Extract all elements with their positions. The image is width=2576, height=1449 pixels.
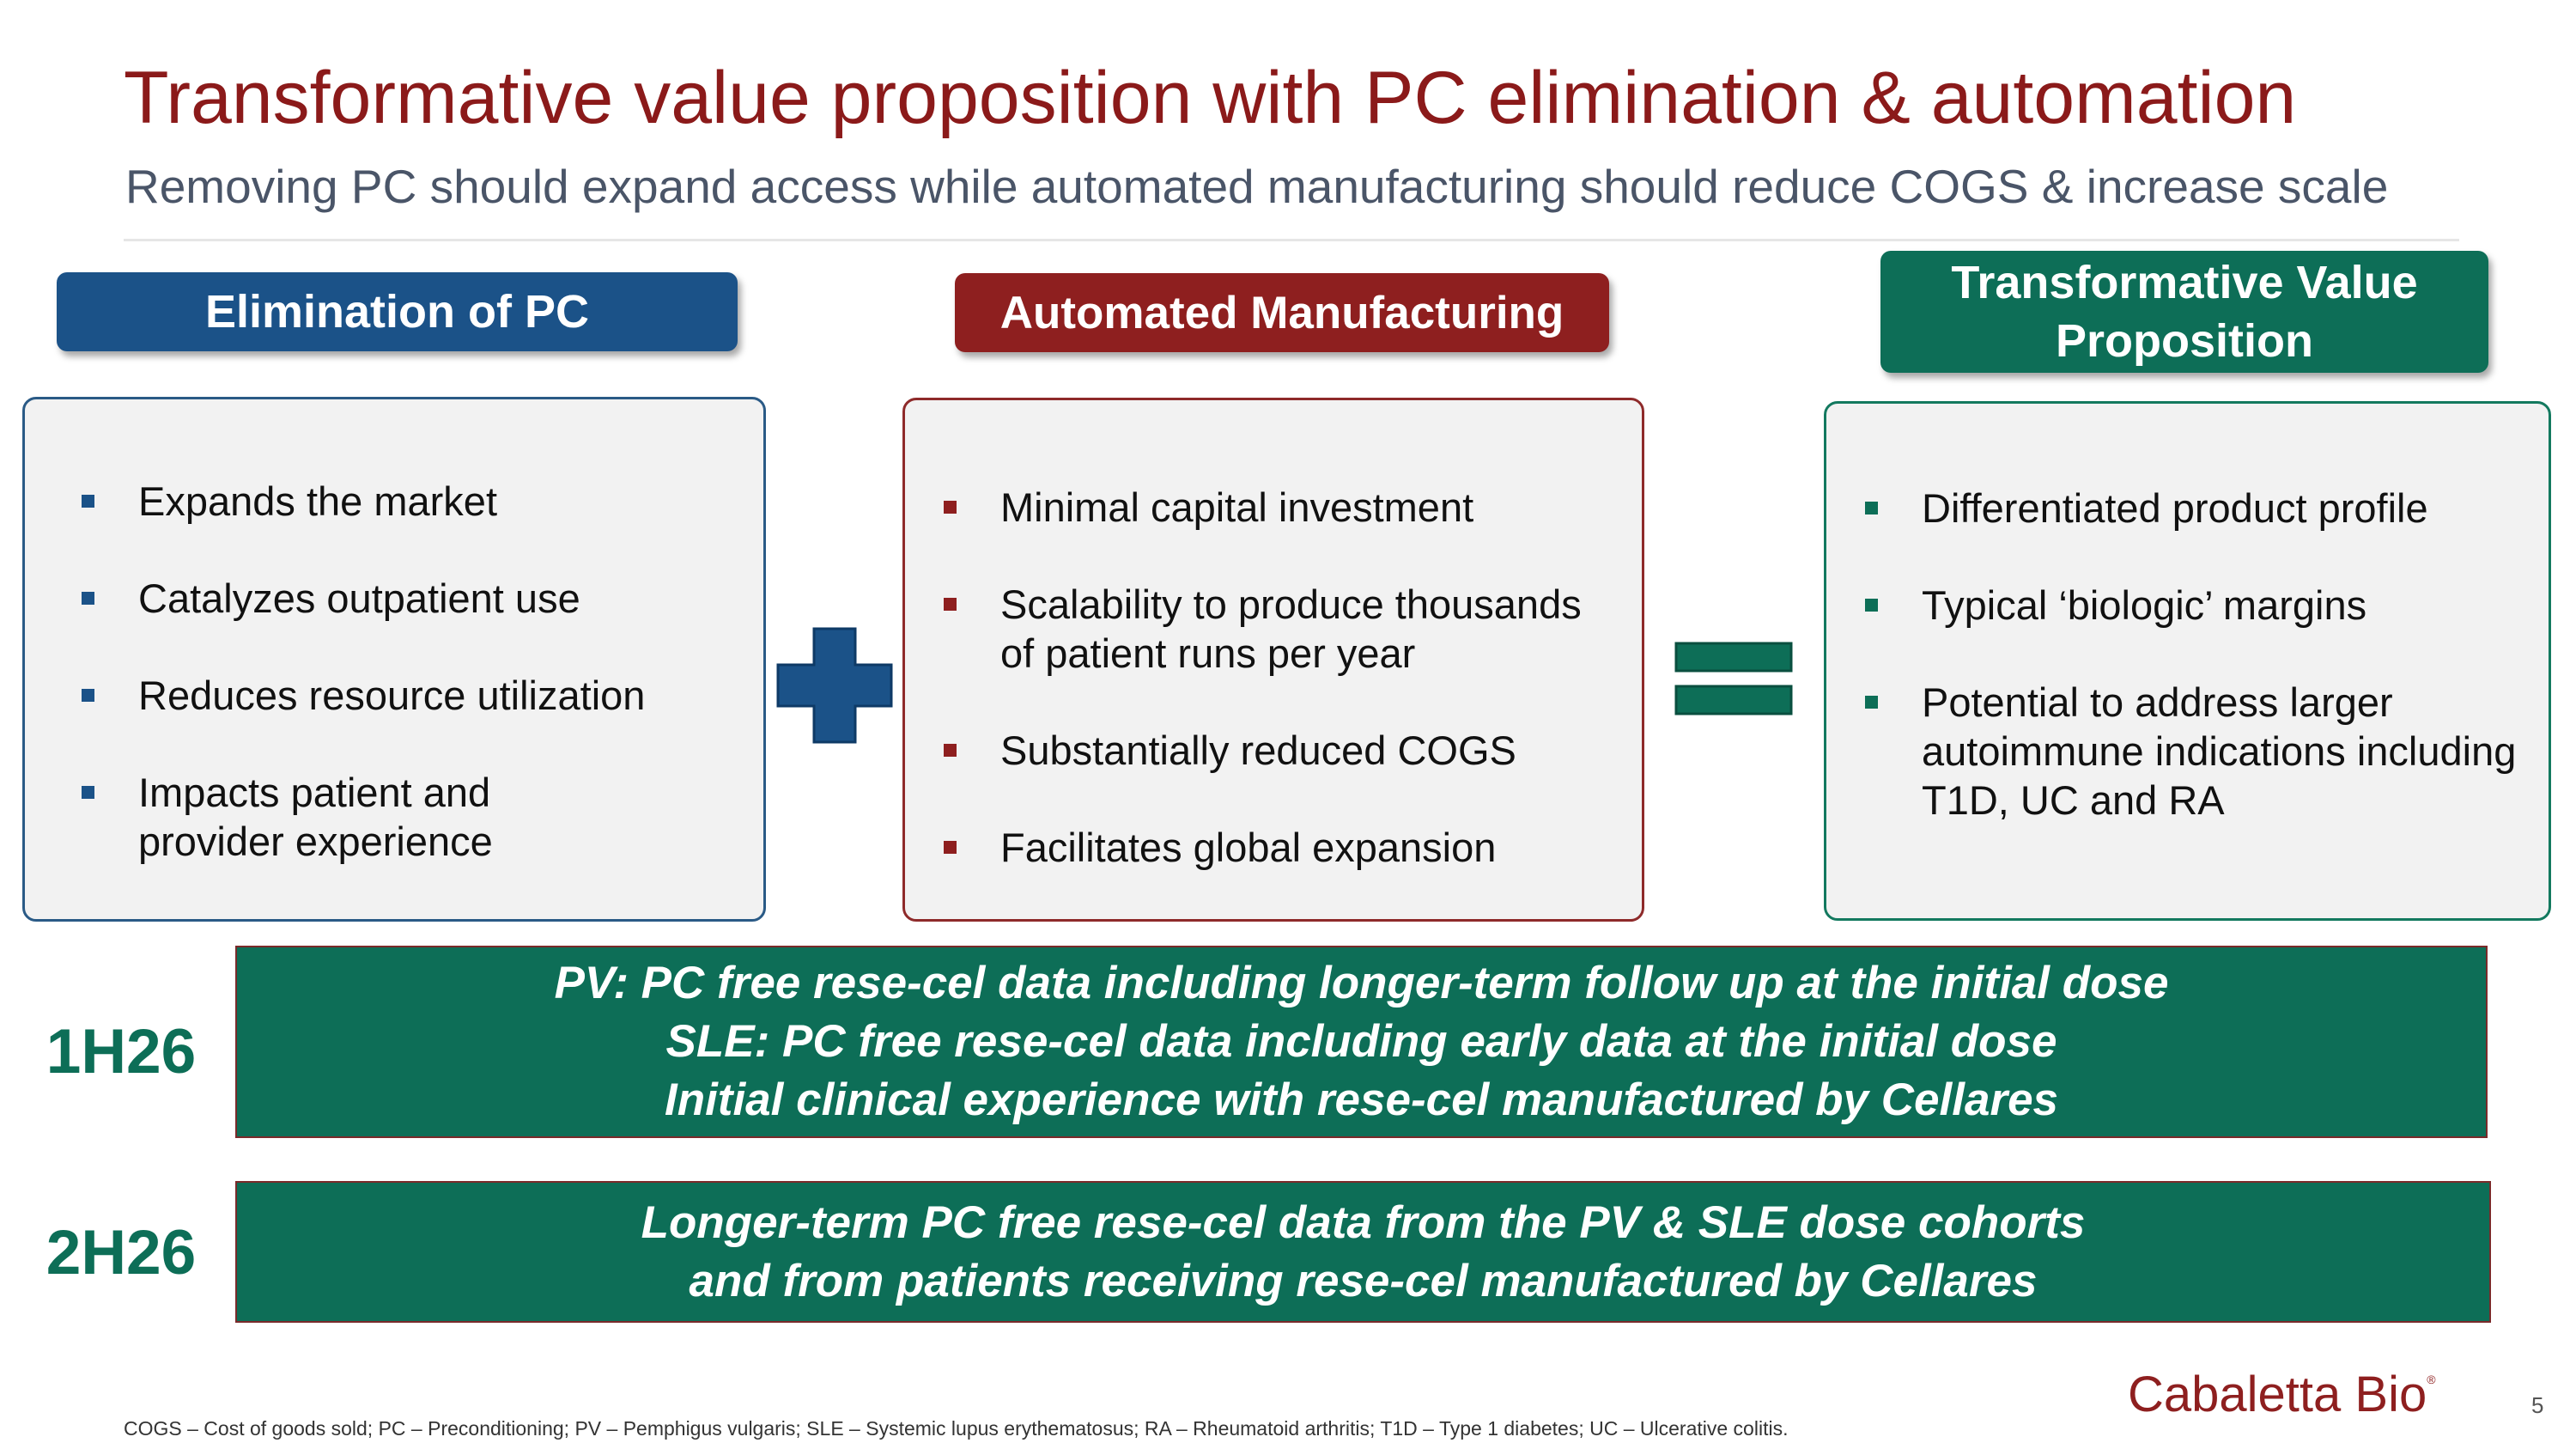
list-item: Potential to address larger autoimmune i… xyxy=(1826,678,2540,825)
list-item: Differentiated product profile xyxy=(1826,484,2552,533)
bullet-list: Expands the market Catalyzes outpatient … xyxy=(25,477,763,914)
banner-line: Initial clinical experience with rese-ce… xyxy=(664,1075,2059,1125)
timeline-banner-1h26: PV: PC free rese-cel data including long… xyxy=(235,946,2488,1138)
transformative-value-box: Differentiated product profile Typical ‘… xyxy=(1824,401,2551,921)
header-label: Elimination of PC xyxy=(204,286,589,338)
square-bullet-icon xyxy=(944,501,957,514)
list-item: Reduces resource utilization xyxy=(25,671,763,720)
list-item-text: Facilitates global expansion xyxy=(1000,825,1497,870)
square-bullet-icon xyxy=(1865,696,1878,709)
square-bullet-icon xyxy=(944,598,957,611)
slide-subtitle: Removing PC should expand access while a… xyxy=(125,160,2389,213)
banner-line: SLE: PC free rese-cel data including ear… xyxy=(665,1016,2057,1067)
logo-text: Cabaletta Bio xyxy=(2128,1367,2427,1422)
header-elimination-of-pc: Elimination of PC xyxy=(57,272,738,351)
timeline-banner-2h26: Longer-term PC free rese-cel data from t… xyxy=(235,1181,2491,1323)
banner-line: PV: PC free rese-cel data including long… xyxy=(554,958,2169,1008)
bullet-list: Minimal capital investment Scalability t… xyxy=(905,483,1643,920)
square-bullet-icon xyxy=(1865,599,1878,612)
timeline-label-2h26: 2H26 xyxy=(46,1218,197,1288)
list-item-text: Potential to address larger autoimmune i… xyxy=(1922,679,2517,823)
list-item: Scalability to produce thousands of pati… xyxy=(905,580,1584,678)
footnote: COGS – Cost of goods sold; PC – Precondi… xyxy=(124,1417,1789,1440)
square-bullet-icon xyxy=(82,689,94,702)
list-item: Catalyzes outpatient use xyxy=(25,574,763,623)
bullet-list: Differentiated product profile Typical ‘… xyxy=(1826,484,2552,873)
square-bullet-icon xyxy=(944,744,957,757)
square-bullet-icon xyxy=(1865,502,1878,514)
banner-line: and from patients receiving rese-cel man… xyxy=(689,1255,2038,1306)
square-bullet-icon xyxy=(82,786,94,799)
list-item-text: Differentiated product profile xyxy=(1922,485,2428,531)
list-item-text: Impacts patient and provider experience xyxy=(138,770,493,864)
automated-manufacturing-box: Minimal capital investment Scalability t… xyxy=(902,398,1644,922)
list-item-text: Expands the market xyxy=(138,478,497,524)
header-automated-manufacturing: Automated Manufacturing xyxy=(955,273,1609,352)
square-bullet-icon xyxy=(944,841,957,854)
title-divider xyxy=(124,239,2459,241)
list-item-text: Reduces resource utilization xyxy=(138,673,646,718)
list-item-text: Substantially reduced COGS xyxy=(1000,728,1516,773)
square-bullet-icon xyxy=(82,592,94,605)
slide-title: Transformative value proposition with PC… xyxy=(124,57,2297,139)
list-item: Expands the market xyxy=(25,477,763,526)
header-label-line2: Proposition xyxy=(2056,315,2313,367)
company-logo: Cabaletta Bio® xyxy=(2128,1366,2436,1426)
header-label-line1: Transformative Value xyxy=(1951,257,2418,308)
list-item: Minimal capital investment xyxy=(905,483,1643,532)
page-number: 5 xyxy=(2531,1392,2544,1418)
list-item: Typical ‘biologic’ margins xyxy=(1826,581,2552,630)
header-transformative-value: Transformative Value Proposition xyxy=(1880,251,2488,373)
list-item-text: Scalability to produce thousands of pati… xyxy=(1000,581,1582,676)
banner-line: Longer-term PC free rese-cel data from t… xyxy=(641,1196,2086,1248)
registered-mark: ® xyxy=(2427,1373,2436,1386)
list-item: Facilitates global expansion xyxy=(905,823,1643,872)
timeline-label-1h26: 1H26 xyxy=(46,1017,197,1087)
equals-icon xyxy=(1674,642,1793,715)
list-item-text: Minimal capital investment xyxy=(1000,484,1474,530)
square-bullet-icon xyxy=(82,495,94,508)
elimination-of-pc-box: Expands the market Catalyzes outpatient … xyxy=(22,397,766,922)
plus-icon xyxy=(776,627,893,744)
header-label: Automated Manufacturing xyxy=(999,287,1564,338)
list-item-text: Typical ‘biologic’ margins xyxy=(1922,582,2367,628)
list-item: Impacts patient and provider experience xyxy=(25,768,602,866)
list-item-text: Catalyzes outpatient use xyxy=(138,575,580,621)
list-item: Substantially reduced COGS xyxy=(905,726,1643,775)
